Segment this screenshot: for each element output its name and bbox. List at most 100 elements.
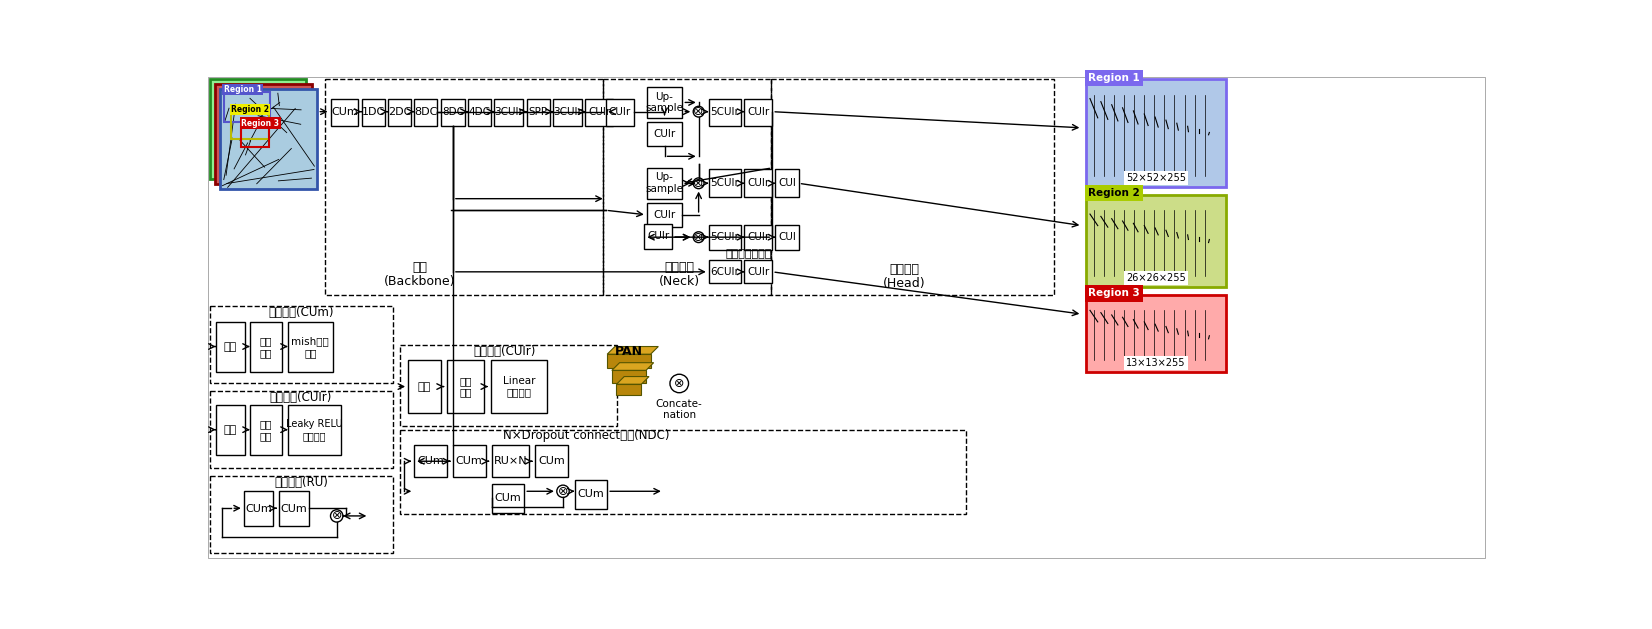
Text: 卷积单元(CUm): 卷积单元(CUm) [268, 306, 334, 319]
FancyBboxPatch shape [415, 445, 446, 477]
FancyBboxPatch shape [492, 445, 529, 477]
FancyBboxPatch shape [279, 491, 309, 526]
FancyBboxPatch shape [575, 480, 608, 509]
Polygon shape [608, 354, 651, 368]
FancyBboxPatch shape [644, 224, 672, 248]
Text: 1DC: 1DC [362, 107, 385, 117]
Text: Up-
sample: Up- sample [646, 92, 684, 113]
Text: Region 2: Region 2 [1087, 188, 1140, 198]
FancyBboxPatch shape [535, 445, 568, 477]
Text: (Neck): (Neck) [659, 276, 700, 288]
Text: mish激活
函数: mish激活 函数 [291, 336, 329, 358]
Text: CUm: CUm [244, 504, 273, 514]
FancyBboxPatch shape [494, 99, 524, 126]
Text: CUm: CUm [456, 456, 482, 466]
Text: Region 3: Region 3 [241, 118, 279, 128]
FancyBboxPatch shape [220, 89, 317, 189]
Text: ⊗: ⊗ [694, 105, 704, 118]
Text: 高密度预测单元: 高密度预测单元 [725, 248, 771, 259]
Text: (Backbone): (Backbone) [383, 276, 456, 288]
Polygon shape [611, 370, 646, 382]
FancyBboxPatch shape [527, 99, 550, 126]
FancyBboxPatch shape [210, 79, 307, 179]
Text: 卷积: 卷积 [225, 342, 238, 352]
Text: CUIr: CUIr [654, 129, 676, 139]
Text: 6CUIr: 6CUIr [710, 267, 740, 277]
Text: 5CUIr: 5CUIr [710, 178, 740, 188]
FancyBboxPatch shape [709, 225, 742, 250]
Text: CUm: CUm [416, 456, 444, 466]
FancyBboxPatch shape [606, 99, 633, 126]
FancyBboxPatch shape [330, 99, 358, 126]
Text: 连接单元: 连接单元 [664, 262, 694, 274]
Text: ⊗: ⊗ [694, 177, 704, 190]
FancyBboxPatch shape [553, 99, 583, 126]
Text: 5CUIr: 5CUIr [710, 107, 740, 117]
Text: 8DC: 8DC [443, 107, 464, 117]
Text: 批均
一化: 批均 一化 [459, 376, 471, 398]
FancyBboxPatch shape [745, 225, 771, 250]
FancyBboxPatch shape [244, 491, 273, 526]
FancyBboxPatch shape [646, 121, 682, 147]
Text: Leaky RELU
激活函数: Leaky RELU 激活函数 [286, 420, 342, 441]
Text: RU×N: RU×N [494, 456, 527, 466]
Text: 残差单元(RU): 残差单元(RU) [274, 476, 329, 489]
FancyBboxPatch shape [745, 169, 771, 197]
FancyBboxPatch shape [216, 322, 244, 372]
Text: SPP: SPP [529, 107, 548, 117]
FancyBboxPatch shape [491, 360, 547, 413]
Text: CUIr: CUIr [747, 178, 770, 188]
FancyBboxPatch shape [287, 322, 332, 372]
Text: CUIr: CUIr [608, 107, 631, 117]
Text: CUl: CUl [778, 178, 796, 188]
FancyBboxPatch shape [745, 260, 771, 284]
Polygon shape [616, 384, 641, 395]
FancyBboxPatch shape [216, 405, 244, 455]
FancyBboxPatch shape [408, 360, 441, 413]
FancyBboxPatch shape [709, 260, 742, 284]
Text: 52×52×255: 52×52×255 [1127, 173, 1186, 183]
FancyBboxPatch shape [1085, 295, 1226, 372]
Text: CUIr: CUIr [747, 107, 770, 117]
Text: CUIr: CUIr [747, 232, 770, 242]
Text: (Head): (Head) [882, 277, 925, 290]
FancyBboxPatch shape [745, 99, 771, 126]
Text: CUIr: CUIr [747, 267, 770, 277]
FancyBboxPatch shape [709, 169, 742, 197]
Text: ⊗: ⊗ [332, 509, 342, 523]
FancyBboxPatch shape [441, 99, 464, 126]
FancyBboxPatch shape [388, 99, 411, 126]
FancyBboxPatch shape [492, 484, 524, 513]
Text: 2DC: 2DC [388, 107, 411, 117]
FancyBboxPatch shape [415, 99, 438, 126]
Polygon shape [608, 347, 659, 354]
Text: 批均
一化: 批均 一化 [259, 420, 273, 441]
Text: Concate-
nation: Concate- nation [656, 399, 702, 420]
Text: CUm: CUm [494, 493, 522, 503]
FancyBboxPatch shape [585, 99, 613, 126]
Text: 卷积: 卷积 [418, 382, 431, 392]
Text: 4DC: 4DC [468, 107, 491, 117]
Text: PAN: PAN [615, 345, 643, 358]
FancyBboxPatch shape [249, 405, 282, 455]
Text: CUIr: CUIr [588, 107, 611, 117]
Text: Region 1: Region 1 [223, 85, 261, 94]
Text: 3CUIr: 3CUIr [553, 107, 582, 117]
Text: CUl: CUl [778, 232, 796, 242]
FancyBboxPatch shape [775, 169, 798, 197]
Text: 13×13×255: 13×13×255 [1127, 358, 1186, 368]
FancyBboxPatch shape [646, 203, 682, 227]
Text: CUm: CUm [539, 456, 565, 466]
Text: ⊗: ⊗ [674, 377, 684, 390]
FancyBboxPatch shape [249, 322, 282, 372]
Text: CUm: CUm [330, 107, 358, 117]
FancyBboxPatch shape [709, 99, 742, 126]
FancyBboxPatch shape [362, 99, 385, 126]
Text: Linear
激活函数: Linear 激活函数 [502, 376, 535, 398]
Text: CUm: CUm [281, 504, 307, 514]
FancyBboxPatch shape [215, 84, 312, 184]
Text: 卷积单元(CUIr): 卷积单元(CUIr) [269, 391, 332, 404]
FancyBboxPatch shape [468, 99, 491, 126]
FancyBboxPatch shape [453, 445, 486, 477]
FancyBboxPatch shape [646, 168, 682, 199]
